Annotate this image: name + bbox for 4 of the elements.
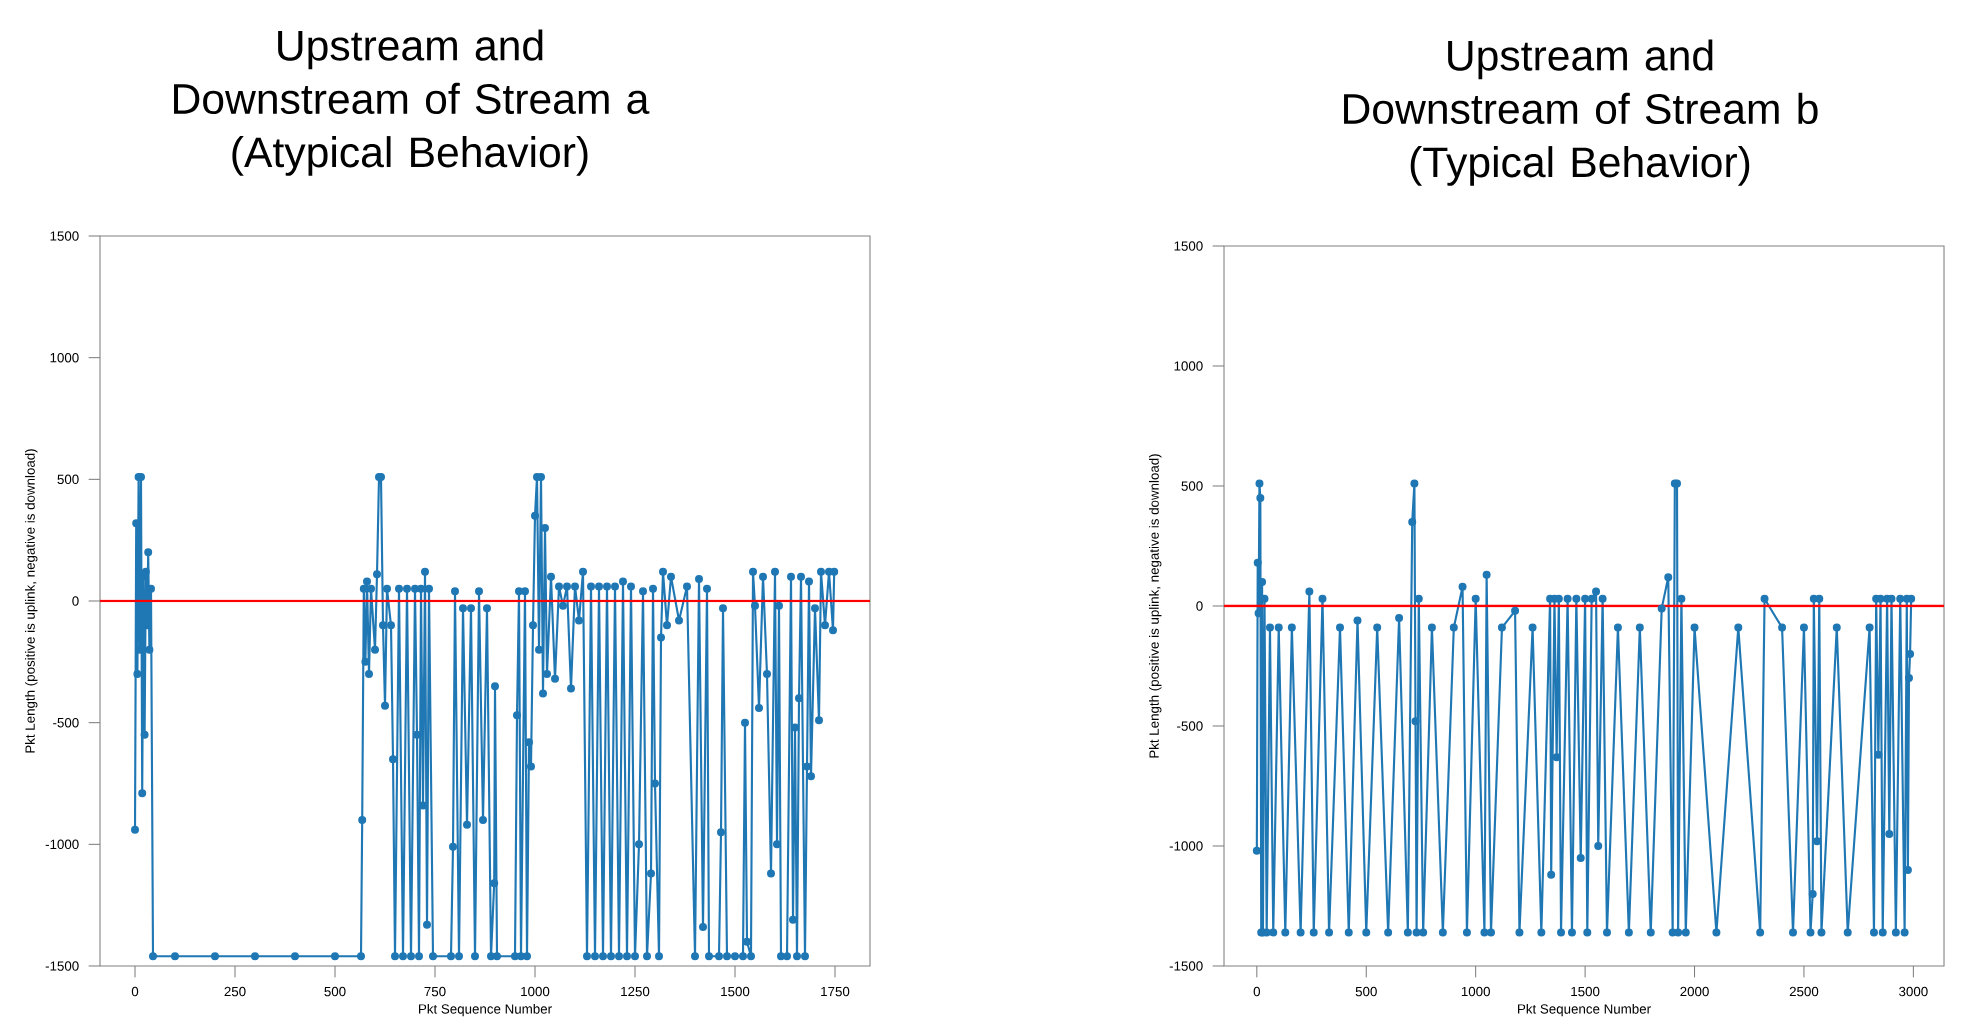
chart-title: Upstream and Downstream of Stream a: [174, 29, 650, 115]
chart-subtitle: (Typical Behavior): [1410, 146, 1750, 186]
chart-subtitle: (Atypical Behavior): [232, 136, 588, 176]
chart-title: Upstream and Downstream of Stream b: [1344, 39, 1818, 125]
